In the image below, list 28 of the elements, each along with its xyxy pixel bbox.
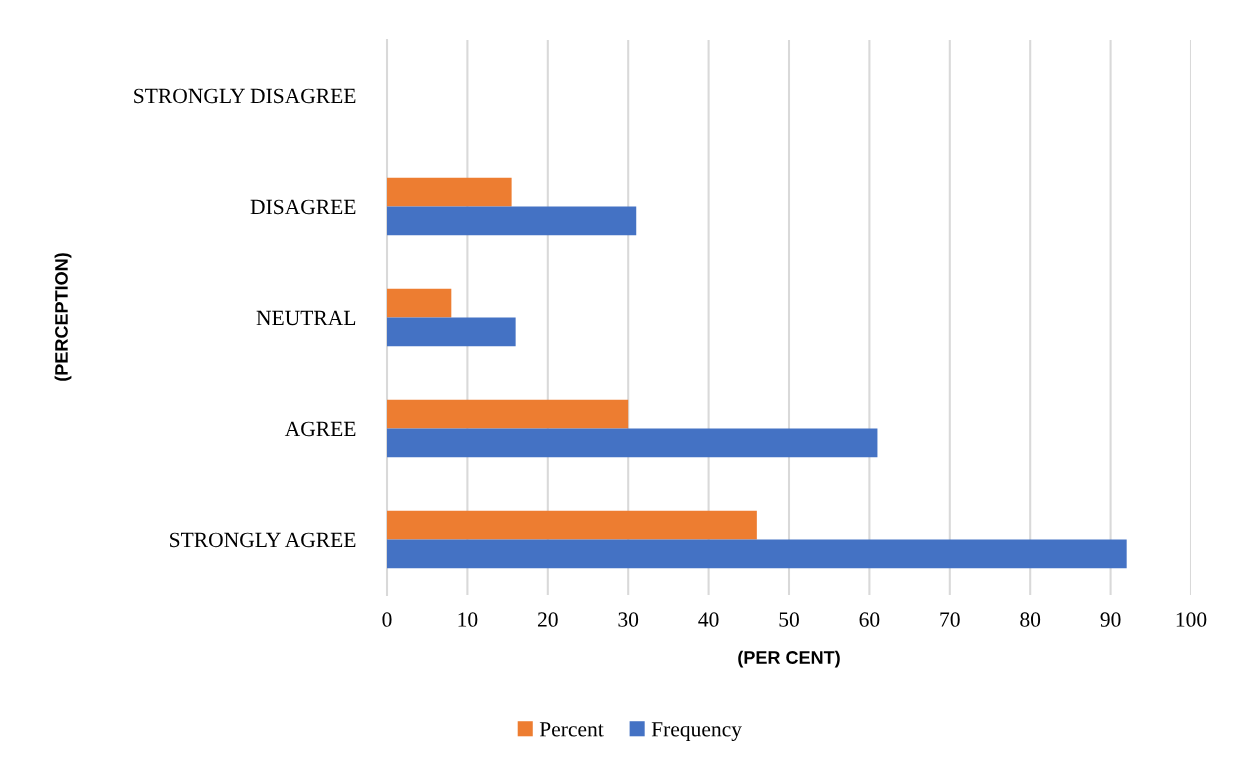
y-tick-label: DISAGREE xyxy=(250,199,356,215)
y-tick-label: NEUTRAL xyxy=(256,310,356,326)
bar xyxy=(387,288,452,318)
y-tick-label: STRONGLY AGREE xyxy=(170,532,356,548)
y-tick-label: STRONGLY DISAGREE xyxy=(134,88,356,104)
bar xyxy=(387,510,757,540)
x-tick-label: 20 xyxy=(537,612,558,627)
x-tick-label: 30 xyxy=(618,612,639,627)
x-tick-label: 80 xyxy=(1020,612,1041,627)
x-tick-label: 40 xyxy=(698,612,719,627)
x-tick-label: 70 xyxy=(940,612,960,627)
x-tick-label: 60 xyxy=(859,612,880,627)
legend-label: Frequency xyxy=(651,722,742,741)
bar xyxy=(387,428,878,458)
x-tick-label: 90 xyxy=(1100,612,1121,627)
legend-label: Percent xyxy=(539,722,604,737)
bar xyxy=(387,317,516,347)
x-tick-label: 0 xyxy=(382,612,392,627)
y-tick-label: AGREE xyxy=(284,421,356,437)
bar xyxy=(387,177,512,207)
bar xyxy=(387,206,637,236)
bar xyxy=(387,399,629,429)
y-axis-title: (PERCEPTION) xyxy=(54,253,72,381)
x-tick-label: 100 xyxy=(1176,612,1207,627)
bar xyxy=(387,539,1127,569)
x-tick-label: 50 xyxy=(779,612,799,627)
x-axis-title: (PER CENT) xyxy=(738,650,840,668)
x-tick-label: 10 xyxy=(458,612,478,627)
